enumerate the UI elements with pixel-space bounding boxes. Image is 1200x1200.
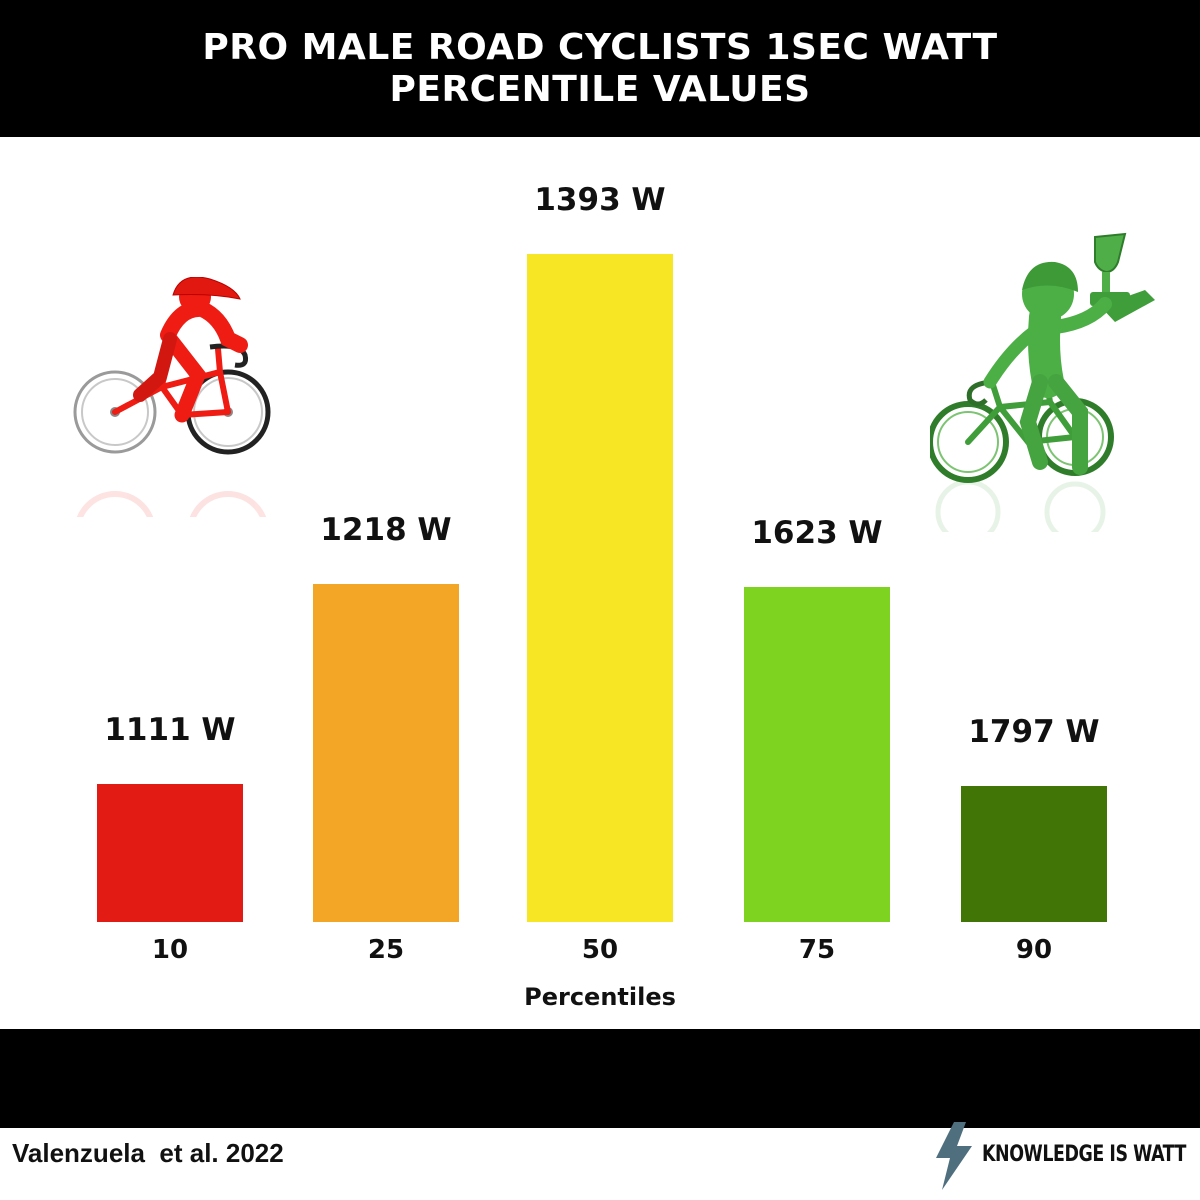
footer-band <box>0 1029 1200 1128</box>
x-axis-label: Percentiles <box>524 983 676 1011</box>
value-label-50: 1393 W <box>534 182 666 218</box>
bar-90 <box>961 786 1107 922</box>
x-tick-label-50: 50 <box>581 935 619 965</box>
value-label-75: 1623 W <box>751 515 883 551</box>
source-citation: Valenzuela et al. 2022 <box>12 1138 284 1168</box>
value-label-90: 1797 W <box>968 714 1100 750</box>
title-banner: PRO MALE ROAD CYCLISTS 1SEC WATT PERCENT… <box>0 0 1200 137</box>
green-cyclist-trophy-icon <box>930 232 1155 532</box>
red-cyclist-riding-icon <box>73 277 271 517</box>
bar-75 <box>744 587 890 922</box>
bar-50 <box>527 254 673 922</box>
x-tick-label-10: 10 <box>151 935 189 965</box>
x-tick-label-25: 25 <box>367 935 405 965</box>
chart-area: 1111 W 10 1218 W 25 1393 W 50 1623 W 75 1797 W 90… <box>0 137 1200 1029</box>
chart-title: PRO MALE ROAD CYCLISTS 1SEC WATT PERCENT… <box>202 26 998 110</box>
x-tick-label-90: 90 <box>1015 935 1053 965</box>
bar-10 <box>97 784 243 922</box>
bar-25 <box>313 584 459 922</box>
value-label-10: 1111 W <box>104 712 236 748</box>
brand-name: KNOWLEDGE IS WATT <box>982 1142 1186 1167</box>
brand-logo: KNOWLEDGE IS WATT <box>932 1120 1197 1192</box>
x-tick-label-75: 75 <box>798 935 836 965</box>
bar-chart-svg <box>97 254 1107 922</box>
lightning-bolt-icon <box>936 1122 972 1190</box>
value-label-25: 1218 W <box>320 512 452 548</box>
